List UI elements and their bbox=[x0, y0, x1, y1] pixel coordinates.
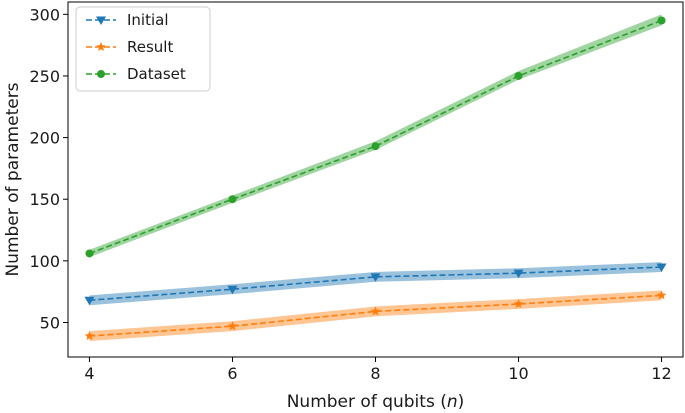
x-tick-label-12: 12 bbox=[651, 364, 671, 383]
legend-marker-result bbox=[96, 42, 106, 52]
point-initial-12 bbox=[656, 263, 667, 273]
line-result bbox=[89, 294, 662, 337]
y-tick-label-250: 250 bbox=[29, 67, 60, 86]
x-tick-label-6: 6 bbox=[227, 364, 237, 383]
y-tick-label-100: 100 bbox=[29, 252, 60, 271]
x-axis: 4 6 8 10 12 bbox=[84, 357, 672, 383]
line-dataset bbox=[89, 19, 662, 255]
point-result-6 bbox=[227, 321, 238, 331]
point-result-10 bbox=[513, 299, 524, 309]
line-initial bbox=[89, 266, 662, 302]
point-dataset-12 bbox=[657, 16, 666, 25]
x-axis-label-variable: n bbox=[447, 392, 458, 412]
point-result-12 bbox=[656, 290, 667, 300]
point-result-8 bbox=[370, 306, 381, 316]
x-tick-label-10: 10 bbox=[508, 364, 528, 383]
y-tick-label-300: 300 bbox=[29, 5, 60, 24]
point-initial-10 bbox=[513, 269, 524, 279]
x-axis-label: Number of qubits (n) bbox=[287, 392, 465, 412]
point-dataset-6 bbox=[228, 195, 237, 204]
point-dataset-8 bbox=[371, 142, 380, 151]
legend: Initial Result Dataset bbox=[75, 6, 211, 92]
point-initial-6 bbox=[227, 285, 238, 295]
legend-label-initial: Initial bbox=[127, 11, 169, 29]
series-lines bbox=[89, 19, 662, 337]
legend-label-result: Result bbox=[127, 38, 173, 56]
y-tick-label-150: 150 bbox=[29, 190, 60, 209]
legend-marker-dataset bbox=[97, 70, 105, 78]
point-initial-8 bbox=[370, 273, 381, 282]
y-axis-label: Number of parameters bbox=[3, 82, 23, 276]
legend-label-dataset: Dataset bbox=[127, 65, 186, 83]
legend-frame bbox=[75, 6, 211, 92]
point-dataset-10 bbox=[514, 71, 523, 80]
x-tick-label-4: 4 bbox=[84, 364, 94, 383]
legend-marker-initial bbox=[96, 16, 106, 25]
x-tick-label-8: 8 bbox=[370, 364, 380, 383]
point-initial-4 bbox=[84, 296, 95, 306]
y-axis: 50 100 150 200 250 300 bbox=[29, 5, 68, 332]
y-tick-label-200: 200 bbox=[29, 129, 60, 148]
y-tick-label-50: 50 bbox=[40, 313, 60, 332]
point-result-4 bbox=[84, 331, 95, 341]
point-dataset-4 bbox=[85, 249, 94, 258]
x-axis-label-text: Number of qubits bbox=[287, 392, 435, 412]
series-markers bbox=[84, 16, 667, 341]
